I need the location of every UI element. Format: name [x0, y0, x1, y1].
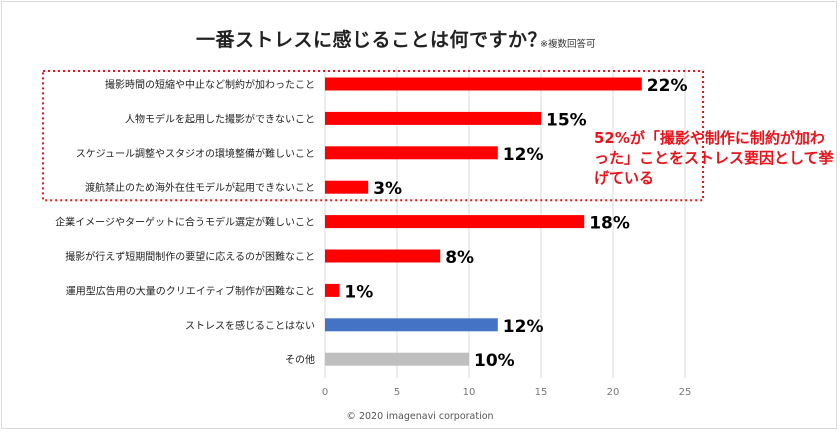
value-label: 15%: [546, 110, 587, 130]
category-label: 人物モデルを起用した撮影ができないこと: [125, 112, 315, 125]
value-label: 3%: [373, 179, 402, 199]
category-label: ストレスを感じることはない: [185, 319, 315, 332]
callout-text: 52%が「撮影や制作に制約が加わった」ことをストレス要因として挙げている: [594, 129, 834, 187]
chart-title: 一番ストレスに感じることは何ですか？: [196, 29, 548, 51]
copyright-footer: © 2020 imagenavi corporation: [346, 411, 494, 422]
value-label: 1%: [344, 282, 373, 302]
bar: [325, 318, 498, 332]
x-tick-label: 0: [322, 387, 328, 398]
category-label: 渡航禁止のため海外在住モデルが起用できないこと: [85, 181, 315, 194]
bar: [325, 352, 469, 366]
value-label: 10%: [474, 351, 515, 371]
value-label: 12%: [503, 317, 544, 337]
highlight-box: [42, 70, 704, 202]
bar: [325, 249, 441, 263]
category-label: 企業イメージやターゲットに合うモデル選定が難しいこと: [55, 216, 315, 229]
value-label: 12%: [503, 145, 544, 165]
category-label: 撮影が行えず短期間制作の要望に応えるのが困難なこと: [65, 250, 315, 263]
bar: [325, 283, 340, 297]
value-label: 22%: [647, 76, 688, 96]
category-label: 運用型広告用の大量のクリエイティブ制作が困難なこと: [66, 284, 315, 297]
value-label: 8%: [445, 248, 474, 268]
bar: [325, 77, 642, 91]
multiple-answer-note: ※複数回答可: [540, 39, 596, 50]
x-tick-label: 15: [535, 387, 548, 398]
category-label: その他: [285, 353, 315, 366]
category-label: 撮影時間の短縮や中止など制約が加わったこと: [105, 78, 315, 91]
value-label: 18%: [589, 214, 630, 234]
bar: [325, 215, 585, 229]
bar: [325, 180, 369, 194]
x-tick-label: 10: [463, 387, 476, 398]
bar: [325, 111, 541, 125]
bar: [325, 146, 498, 160]
x-tick-label: 20: [607, 387, 620, 398]
x-tick-label: 5: [394, 387, 400, 398]
category-label: スケジュール調整やスタジオの環境整備が難しいこと: [76, 147, 315, 160]
x-tick-label: 25: [679, 387, 692, 398]
